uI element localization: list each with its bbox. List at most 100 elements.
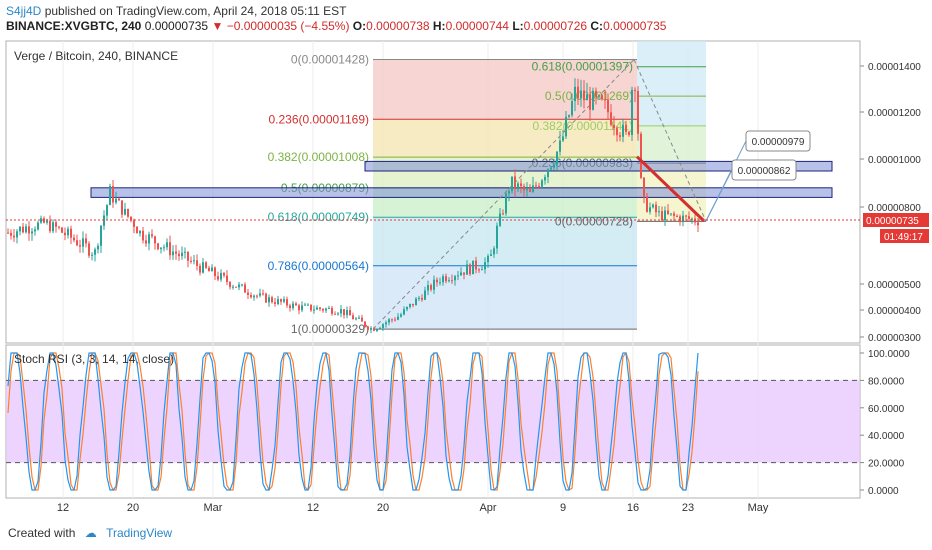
candle	[460, 272, 462, 276]
candle	[142, 230, 144, 241]
candle	[628, 131, 630, 135]
y-tick-label: 0.00001200	[868, 108, 921, 119]
tradingview-brand[interactable]: TradingView	[106, 526, 173, 540]
candle	[343, 309, 345, 316]
candle	[529, 189, 531, 192]
candle	[10, 232, 12, 236]
stoch-d-line	[7, 351, 699, 492]
candle	[622, 124, 624, 137]
candle	[577, 86, 579, 99]
candle	[415, 298, 417, 306]
candle	[565, 116, 567, 137]
candle	[442, 276, 444, 283]
candle	[202, 262, 204, 273]
countdown-label: 01:49:17	[884, 232, 923, 243]
candle	[145, 240, 147, 244]
footer: Created with ☁ TradingView	[8, 526, 172, 540]
candle	[421, 297, 423, 300]
current-price-label: 0.00000735	[866, 216, 919, 227]
candle	[28, 226, 30, 234]
candle	[277, 299, 279, 304]
candle	[673, 213, 675, 216]
candle	[250, 294, 252, 298]
stoch-y-tick-label: 0.0000	[868, 486, 899, 497]
candle	[109, 186, 111, 206]
candle	[475, 260, 477, 270]
candle	[313, 309, 315, 311]
fib-ext-label: 0.382(0.00001141)	[532, 119, 633, 133]
candle	[91, 254, 93, 256]
candle	[88, 243, 90, 256]
candle	[232, 286, 234, 288]
candle	[478, 269, 480, 271]
candle	[508, 191, 510, 194]
candle	[409, 303, 411, 307]
candle	[244, 284, 246, 293]
tradingview-logo-icon[interactable]: ☁	[84, 526, 97, 540]
open-value: 0.00000738	[366, 19, 430, 33]
candle	[73, 237, 75, 241]
candle	[664, 210, 666, 221]
price-zone	[90, 187, 833, 198]
author-link[interactable]: S4jj4D	[6, 4, 42, 18]
x-tick-label: 20	[127, 502, 139, 514]
candle	[346, 310, 348, 316]
candle	[154, 236, 156, 244]
candle	[301, 305, 303, 311]
fib-level-label: 0.786(0.00000564)	[268, 259, 369, 273]
candle	[349, 310, 351, 316]
candle	[76, 240, 78, 246]
candle	[235, 286, 237, 288]
candle	[118, 198, 120, 201]
candle	[295, 303, 297, 306]
candle	[226, 275, 228, 282]
candle	[289, 305, 291, 309]
candle	[208, 267, 210, 272]
candle	[376, 329, 378, 331]
y-tick-label: 0.00001000	[868, 155, 921, 166]
x-tick-label: 9	[560, 502, 566, 514]
fib-band	[373, 119, 637, 158]
candle	[568, 115, 570, 117]
candle	[160, 247, 162, 250]
candle	[157, 243, 159, 250]
candle	[358, 317, 360, 319]
candle	[49, 220, 51, 232]
candle	[241, 284, 243, 286]
candle	[58, 226, 60, 228]
candle	[658, 211, 660, 213]
candle	[610, 112, 612, 125]
candle	[370, 328, 372, 330]
candle	[571, 101, 573, 116]
candle	[400, 314, 402, 317]
candle	[397, 316, 399, 320]
candle	[490, 254, 492, 256]
candle	[685, 215, 687, 217]
candle	[517, 183, 519, 190]
candle	[532, 185, 534, 192]
candle	[355, 318, 357, 320]
candle	[55, 222, 57, 227]
candle	[388, 319, 390, 323]
candle	[286, 299, 288, 306]
candle	[136, 226, 138, 234]
candle	[361, 317, 363, 322]
candle	[448, 280, 450, 282]
candle	[550, 167, 552, 170]
candle	[280, 299, 282, 302]
callout-box	[745, 130, 811, 152]
candle	[46, 220, 48, 223]
candle	[412, 303, 414, 306]
candle	[214, 267, 216, 277]
last-price: 0.00000735	[144, 19, 209, 33]
y-tick-label: 0.00001400	[868, 62, 921, 73]
candle	[217, 276, 219, 280]
candle	[382, 324, 384, 328]
stoch-k-line	[7, 352, 699, 491]
stoch-y-tick-label: 40.0000	[868, 431, 905, 442]
candle	[424, 290, 426, 300]
candle	[625, 124, 627, 132]
candles	[7, 78, 699, 334]
candle	[679, 216, 681, 222]
